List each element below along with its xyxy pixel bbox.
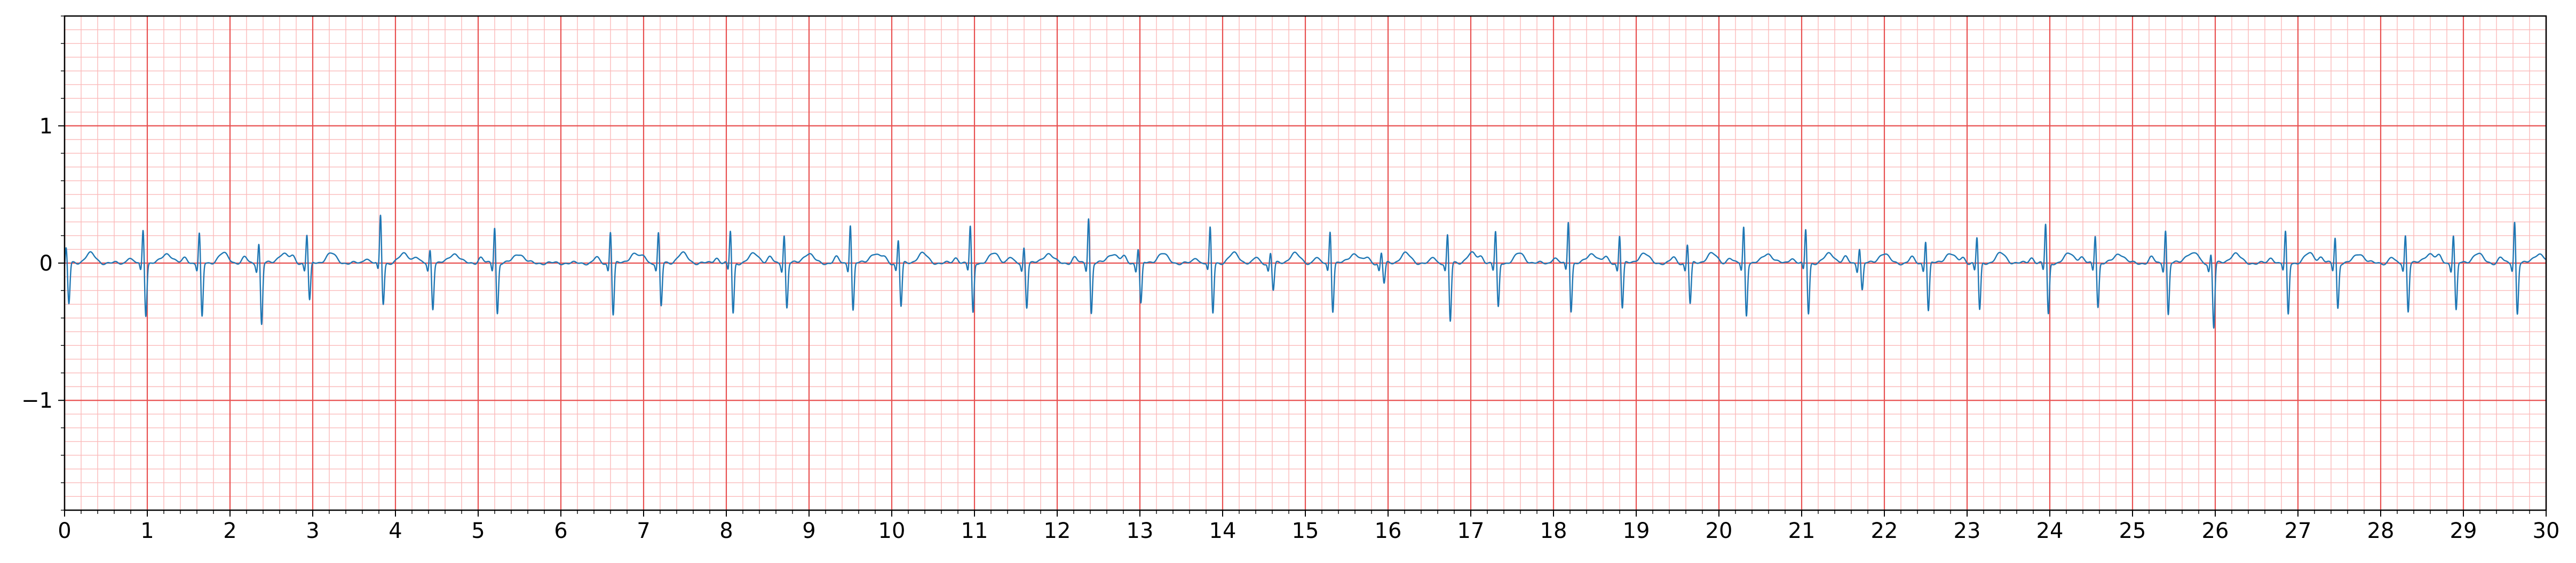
x-tick-label: 10 — [878, 519, 906, 543]
x-tick-label: 9 — [802, 519, 815, 543]
x-tick-label: 21 — [1788, 519, 1816, 543]
x-tick-label: 7 — [637, 519, 650, 543]
x-axis: 0 1 2 3 4 5 6 7 8 9 10 11 12 13 14 15 16 17 18 19 20 21 22 23 24… — [58, 510, 2559, 543]
x-tick-label: 4 — [389, 519, 402, 543]
x-tick-label: 19 — [1623, 519, 1650, 543]
x-tick-label: 29 — [2450, 519, 2477, 543]
x-tick-label: 11 — [961, 519, 988, 543]
x-tick-label: 20 — [1706, 519, 1733, 543]
x-tick-label: 5 — [471, 519, 485, 543]
x-tick-label: 16 — [1375, 519, 1402, 543]
x-tick-label: 17 — [1457, 519, 1485, 543]
x-tick-label: 3 — [306, 519, 319, 543]
x-tick-label: 2 — [223, 519, 236, 543]
x-tick-label: 25 — [2119, 519, 2146, 543]
x-tick-label: 14 — [1209, 519, 1237, 543]
y-tick-label: −1 — [21, 388, 53, 413]
x-tick-label: 23 — [1954, 519, 1981, 543]
x-tick-label: 18 — [1540, 519, 1567, 543]
x-tick-label: 15 — [1292, 519, 1319, 543]
x-tick-label: 8 — [719, 519, 733, 543]
x-tick-label: 0 — [58, 519, 71, 543]
x-tick-label: 28 — [2367, 519, 2395, 543]
x-tick-label: 12 — [1044, 519, 1071, 543]
x-tick-label: 27 — [2285, 519, 2312, 543]
y-axis: −1 0 1 — [21, 15, 65, 511]
x-tick-label: 1 — [140, 519, 154, 543]
x-tick-label: 13 — [1127, 519, 1154, 543]
x-tick-label: 24 — [2036, 519, 2064, 543]
x-tick-label: 22 — [1871, 519, 1898, 543]
x-tick-label: 6 — [554, 519, 567, 543]
x-tick-label: 26 — [2202, 519, 2229, 543]
x-tick-label: 30 — [2533, 519, 2560, 543]
y-tick-label: 1 — [39, 114, 53, 139]
y-tick-label: 0 — [39, 251, 53, 276]
ecg-trace-line — [64, 215, 2547, 329]
